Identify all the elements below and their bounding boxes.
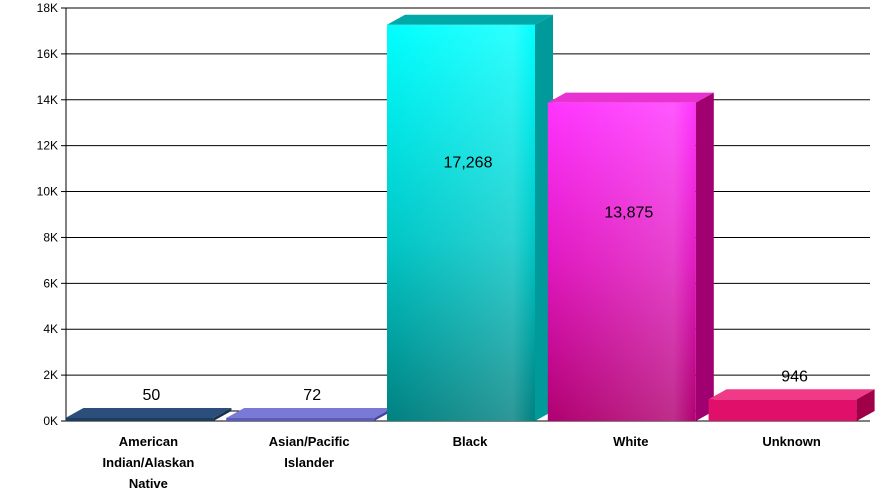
data-label: 13,875 bbox=[604, 204, 653, 221]
bar-front bbox=[226, 418, 375, 421]
category-label-line: Unknown bbox=[762, 434, 821, 449]
y-tick-label: 16K bbox=[37, 47, 58, 61]
category-label-line: Islander bbox=[284, 455, 334, 470]
bar-group bbox=[547, 92, 714, 421]
bar-side bbox=[213, 408, 232, 421]
data-label: 50 bbox=[143, 387, 161, 404]
y-tick-label: 6K bbox=[43, 276, 58, 290]
y-tick-label: 4K bbox=[43, 322, 58, 336]
y-tick-label: 12K bbox=[37, 139, 58, 153]
bar-top bbox=[387, 14, 553, 25]
bar-side bbox=[695, 92, 714, 421]
bar-side bbox=[856, 389, 875, 421]
data-label: 946 bbox=[781, 368, 808, 385]
x-axis-category-labels: American Indian/Alaskan Native Asian/Pacifi… bbox=[103, 434, 821, 491]
category-label: American Indian/Alaskan Native bbox=[103, 434, 195, 491]
y-tick-label: 2K bbox=[43, 368, 58, 382]
category-label: Unknown bbox=[762, 434, 821, 449]
bar-top bbox=[226, 408, 393, 418]
category-label-line: Asian/Pacific bbox=[269, 434, 350, 449]
bar-group bbox=[708, 389, 875, 421]
category-label: White bbox=[613, 434, 648, 449]
data-label: 17,268 bbox=[444, 154, 493, 171]
y-tick-label: 8K bbox=[43, 230, 58, 244]
y-tick-label: 10K bbox=[37, 185, 58, 199]
bar-group bbox=[65, 408, 232, 421]
bar-front bbox=[708, 399, 857, 421]
bar-shine bbox=[547, 102, 696, 421]
bar-top bbox=[708, 389, 875, 400]
y-axis-tick-labels: 0K 2K 4K 6K 8K 10K 12K 14K 16K 18K bbox=[37, 1, 58, 428]
bar-front bbox=[65, 418, 214, 421]
category-label-line: Native bbox=[129, 476, 168, 491]
category-label: Black bbox=[453, 434, 488, 449]
data-label: 72 bbox=[303, 387, 321, 404]
category-label-line: White bbox=[613, 434, 648, 449]
category-label: Asian/Pacific Islander bbox=[269, 434, 350, 470]
category-label-line: Black bbox=[453, 434, 488, 449]
y-tick-label: 18K bbox=[37, 1, 58, 15]
bar-top bbox=[65, 408, 232, 418]
y-tick-label: 14K bbox=[37, 93, 58, 107]
bar-shine bbox=[387, 24, 535, 421]
category-label-line: American bbox=[119, 434, 178, 449]
bars bbox=[65, 14, 875, 422]
bar-group bbox=[226, 408, 393, 421]
category-label-line: Indian/Alaskan bbox=[103, 455, 195, 470]
bar-top bbox=[547, 92, 714, 103]
y-tick-label: 0K bbox=[43, 414, 58, 428]
data-labels: 50 72 17,268 13,875 946 bbox=[143, 154, 809, 404]
bar-group bbox=[387, 14, 553, 422]
